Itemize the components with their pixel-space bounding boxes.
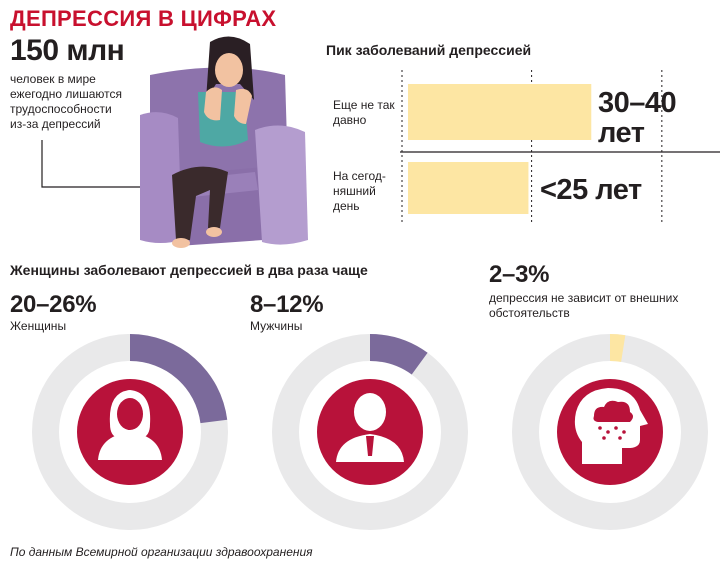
stat-text: человек в мире ежегодно лишаются трудосп… bbox=[10, 72, 122, 132]
bar-today bbox=[408, 162, 529, 214]
bar-category-line: давно bbox=[333, 113, 367, 127]
leader-line bbox=[41, 140, 150, 188]
woman-arm bbox=[204, 87, 222, 121]
donut-label-women: Женщины bbox=[10, 319, 67, 333]
bar-value-line: 30–40 bbox=[598, 87, 677, 119]
man-icon bbox=[336, 393, 404, 462]
bar-category-label: Еще не так давно bbox=[333, 98, 395, 128]
stat-text-line: ежегодно лишаются bbox=[10, 87, 123, 101]
rain-drop-icon bbox=[606, 430, 610, 434]
donut-slice bbox=[370, 334, 428, 375]
donut-label-men: Мужчины bbox=[250, 319, 303, 333]
bar-category-line: На сегод- bbox=[333, 169, 386, 183]
bar-value-label: <25 лет bbox=[540, 174, 642, 206]
man-icon-head bbox=[354, 393, 386, 431]
head-cloud-icon bbox=[574, 388, 648, 464]
rain-drop-icon bbox=[614, 426, 618, 430]
rain-drop-icon bbox=[598, 426, 602, 430]
bar-category-line: няшний bbox=[333, 184, 376, 198]
donut-section-title: Женщины заболевают депрессией в два раза… bbox=[10, 262, 368, 278]
donut-chart-inherent bbox=[512, 334, 708, 530]
woman-arm bbox=[234, 88, 252, 124]
stat-text-line: из-за депрессий bbox=[10, 117, 101, 131]
woman-face bbox=[215, 53, 243, 87]
stat-value: 150 млн bbox=[10, 34, 125, 67]
bar-chart-title: Пик заболеваний депрессией bbox=[326, 42, 532, 58]
bar-category-line: день bbox=[333, 199, 360, 213]
donut-slice bbox=[610, 334, 626, 362]
bar-past bbox=[408, 84, 592, 140]
rain-drop-icon bbox=[622, 430, 626, 434]
armchair-left-arm bbox=[140, 112, 182, 243]
rain-drop-icon bbox=[618, 436, 622, 440]
bar-category-line: Еще не так bbox=[333, 98, 395, 112]
woman-legs bbox=[172, 166, 228, 240]
bar-value-label: 30–40 лет bbox=[598, 87, 677, 149]
woman-icon-face bbox=[117, 398, 143, 430]
woman-foot bbox=[206, 227, 222, 237]
bar-value-line: лет bbox=[598, 117, 645, 149]
head-icon-profile bbox=[574, 388, 648, 464]
woman-foot bbox=[172, 238, 190, 248]
bar-category-label: На сегод- няшний день bbox=[333, 169, 386, 214]
stat-text-line: человек в мире bbox=[10, 72, 96, 86]
bar-chart bbox=[400, 70, 720, 224]
donut-chart-men bbox=[272, 334, 468, 530]
woman-armchair-illustration bbox=[41, 36, 308, 248]
cloud-icon bbox=[593, 400, 633, 422]
stat-text-line: трудоспособности bbox=[10, 102, 112, 116]
infographic-title: ДЕПРЕССИЯ В ЦИФРАХ bbox=[10, 6, 277, 31]
donut-label-inherent: депрессия не зависит от внешних обстояте… bbox=[489, 291, 678, 321]
armchair-right-arm bbox=[255, 125, 308, 245]
woman-icon bbox=[98, 390, 162, 460]
man-icon-tie bbox=[366, 436, 374, 456]
donut-value-women: 20–26% bbox=[10, 291, 97, 318]
donut-value-inherent: 2–3% bbox=[489, 261, 550, 288]
donut-label-line: депрессия не зависит от внешних bbox=[489, 291, 679, 305]
rain-drop-icon bbox=[602, 436, 606, 440]
donut-slice bbox=[130, 334, 228, 424]
donut-chart-women bbox=[32, 334, 228, 530]
woman-icon-shoulders bbox=[98, 432, 162, 460]
donut-value-men: 8–12% bbox=[250, 291, 324, 318]
source-note: По данным Всемирной организации здравоох… bbox=[10, 545, 313, 559]
donut-label-line: обстоятельств bbox=[489, 306, 570, 320]
